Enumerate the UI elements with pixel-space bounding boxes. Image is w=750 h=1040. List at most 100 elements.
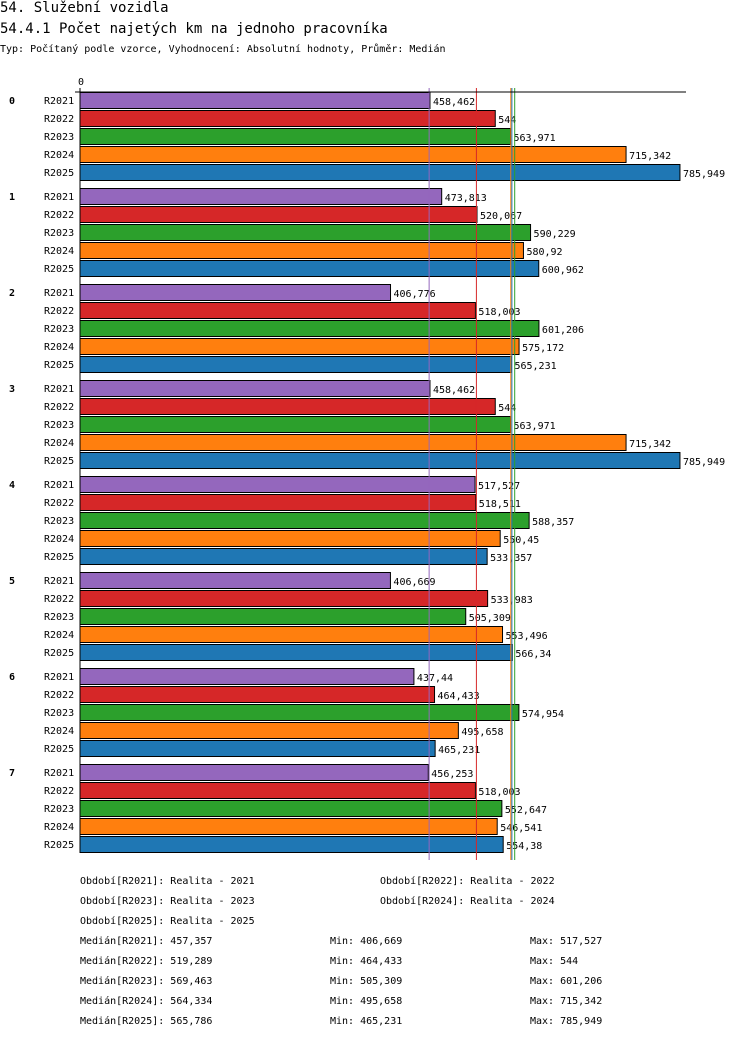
legend-item: Období[R2023]: Realita - 2023 xyxy=(80,896,255,907)
stat-min: Min: 465,231 xyxy=(330,1016,403,1027)
bar xyxy=(79,512,530,529)
bar xyxy=(79,320,540,337)
bar xyxy=(79,284,392,301)
bar xyxy=(79,590,489,607)
data-label: 590,229 xyxy=(534,229,576,240)
bar xyxy=(79,494,477,511)
stat-min: Min: 505,309 xyxy=(330,976,403,987)
data-label: 473,813 xyxy=(445,193,487,204)
stat-min: Min: 464,433 xyxy=(330,956,403,967)
series-label: R2025 xyxy=(44,840,74,851)
series-label: R2025 xyxy=(44,168,74,179)
series-label: R2025 xyxy=(44,456,74,467)
stat-median: Medián[R2025]: 565,786 xyxy=(80,1016,213,1027)
data-label: 550,45 xyxy=(503,535,539,546)
data-label: 601,206 xyxy=(542,325,584,336)
bar xyxy=(79,434,627,451)
series-label: R2021 xyxy=(44,480,74,491)
bar xyxy=(79,764,429,781)
bar xyxy=(79,452,681,469)
series-label: R2021 xyxy=(44,96,74,107)
bar-chart: 0 0 R2021 458,462 R2022 544 R2023 563,971 R2024 7… xyxy=(9,77,725,860)
stat-median: Medián[R2023]: 569,463 xyxy=(80,976,213,987)
bar xyxy=(79,644,513,661)
legend-item: Období[R2024]: Realita - 2024 xyxy=(380,896,555,907)
legend-item: Období[R2022]: Realita - 2022 xyxy=(380,876,555,887)
bar xyxy=(79,668,415,685)
series-label: R2023 xyxy=(44,228,74,239)
legend-item: Období[R2021]: Realita - 2021 xyxy=(80,876,255,887)
stat-median: Medián[R2021]: 457,357 xyxy=(80,936,213,947)
bar xyxy=(79,398,496,415)
series-label: R2021 xyxy=(44,384,74,395)
group-label: 0 xyxy=(9,96,15,107)
series-label: R2024 xyxy=(44,246,74,257)
data-label: 565,231 xyxy=(514,361,556,372)
bar xyxy=(79,818,498,835)
series-label: R2024 xyxy=(44,822,74,833)
bar xyxy=(79,722,459,739)
data-label: 458,462 xyxy=(433,385,475,396)
data-label: 505,309 xyxy=(469,613,511,624)
bar xyxy=(79,686,436,703)
series-label: R2023 xyxy=(44,516,74,527)
series-label: R2022 xyxy=(44,786,74,797)
chart-title: 54.4.1 Počet najetých km na jednoho prac… xyxy=(0,21,388,37)
data-label: 715,342 xyxy=(629,439,671,450)
series-label: R2022 xyxy=(44,114,74,125)
group-label: 7 xyxy=(9,768,15,779)
bar xyxy=(79,146,627,163)
data-label: 517,527 xyxy=(478,481,520,492)
data-label: 518,003 xyxy=(478,307,520,318)
series-label: R2023 xyxy=(44,708,74,719)
bar xyxy=(79,302,476,319)
series-label: R2023 xyxy=(44,420,74,431)
data-label: 574,954 xyxy=(522,709,564,720)
series-label: R2023 xyxy=(44,612,74,623)
series-label: R2021 xyxy=(44,192,74,203)
chart-meta: Typ: Počítaný podle vzorce, Vyhodnocení:… xyxy=(0,44,446,55)
stat-max: Max: 785,949 xyxy=(530,1016,603,1027)
stat-max: Max: 517,527 xyxy=(530,936,603,947)
data-label: 553,496 xyxy=(506,631,548,642)
data-label: 715,342 xyxy=(629,151,671,162)
bar xyxy=(79,626,504,643)
data-label: 464,433 xyxy=(438,691,480,702)
bar xyxy=(79,224,532,241)
stat-max: Max: 715,342 xyxy=(530,996,603,1007)
stat-max: Max: 601,206 xyxy=(530,976,603,987)
series-label: R2022 xyxy=(44,210,74,221)
stat-min: Min: 495,658 xyxy=(330,996,403,1007)
series-label: R2022 xyxy=(44,498,74,509)
data-label: 406,669 xyxy=(393,577,435,588)
stat-min: Min: 406,669 xyxy=(330,936,403,947)
data-label: 544 xyxy=(498,403,516,414)
bar xyxy=(79,800,503,817)
data-label: 600,962 xyxy=(542,265,584,276)
series-label: R2025 xyxy=(44,360,74,371)
bar xyxy=(79,92,431,109)
series-label: R2025 xyxy=(44,264,74,275)
bar xyxy=(79,242,524,259)
data-label: 518,511 xyxy=(479,499,521,510)
series-label: R2023 xyxy=(44,804,74,815)
bar xyxy=(79,572,391,589)
data-label: 575,172 xyxy=(522,343,564,354)
data-label: 546,541 xyxy=(500,823,542,834)
data-label: 495,658 xyxy=(461,727,503,738)
bar xyxy=(79,164,681,181)
series-label: R2021 xyxy=(44,576,74,587)
group-label: 6 xyxy=(9,672,15,683)
series-label: R2024 xyxy=(44,726,74,737)
bar xyxy=(79,206,478,223)
data-label: 563,971 xyxy=(514,421,556,432)
group-label: 1 xyxy=(9,192,15,203)
data-label: 785,949 xyxy=(683,457,725,468)
series-label: R2025 xyxy=(44,648,74,659)
data-label: 520,067 xyxy=(480,211,522,222)
series-label: R2023 xyxy=(44,132,74,143)
bar xyxy=(79,740,436,757)
series-label: R2024 xyxy=(44,342,74,353)
bar xyxy=(79,530,501,547)
stat-median: Medián[R2024]: 564,334 xyxy=(80,996,213,1007)
